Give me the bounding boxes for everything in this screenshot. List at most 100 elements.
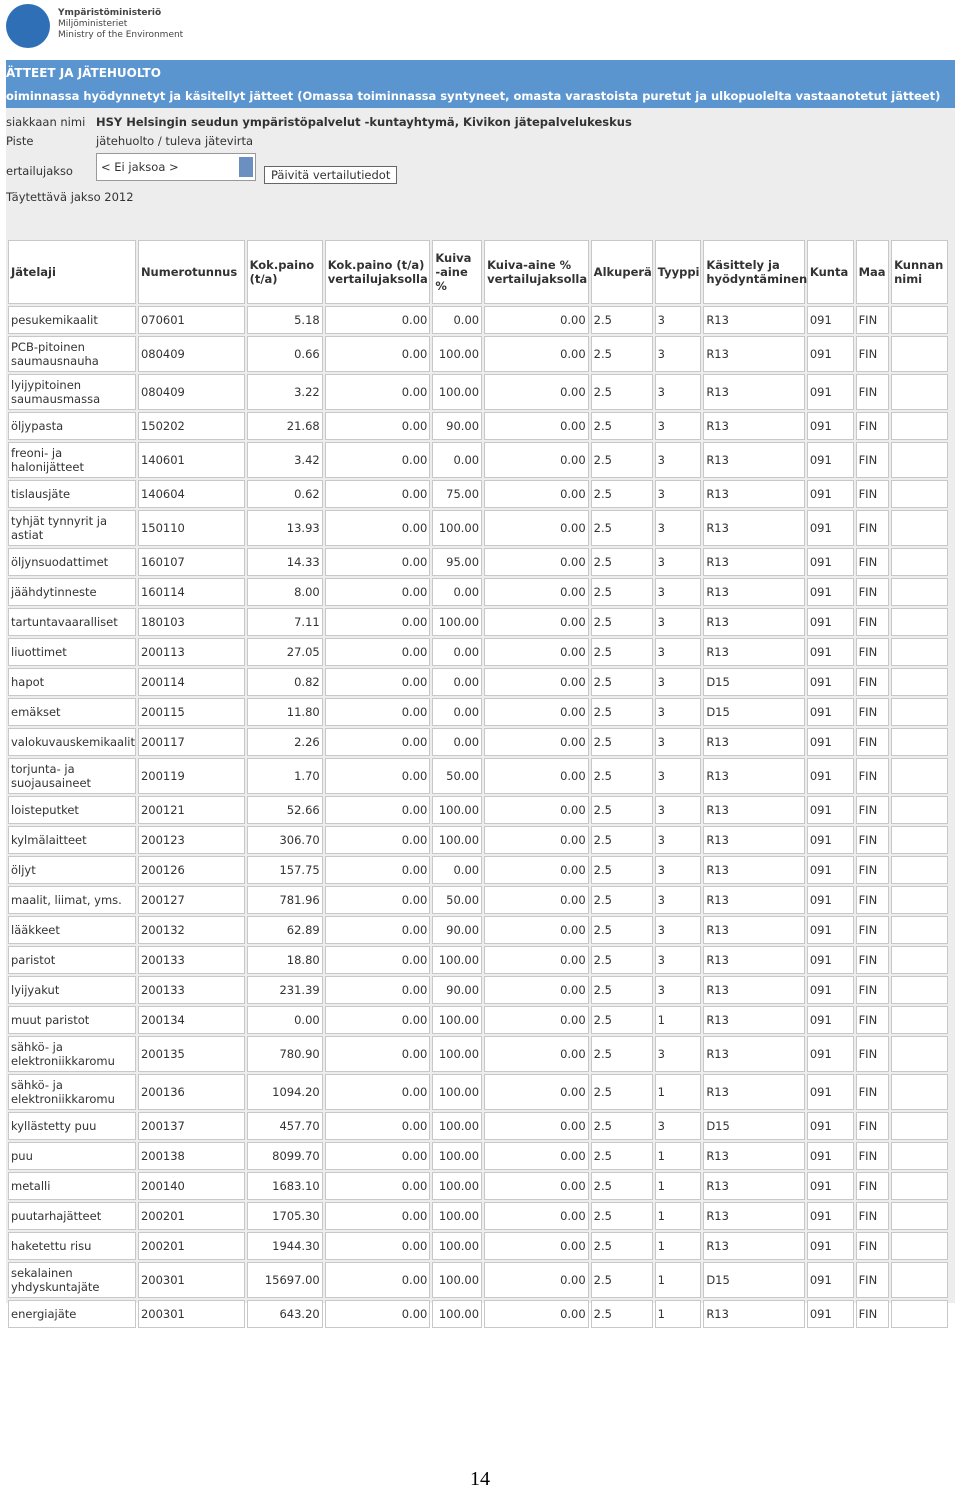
table-cell: öljynsuodattimet [8, 548, 136, 576]
table-cell: 3 [654, 608, 702, 636]
table-cell: 100.00 [432, 374, 483, 410]
table-cell: 2.5 [590, 578, 653, 606]
table-cell: sähkö- ja elektroniikkaromu [8, 1074, 136, 1110]
table-row: torjunta- ja suojausaineet 200119 1.70 0.00… [8, 758, 948, 794]
table-cell: FIN [855, 510, 890, 546]
banner-title: ÄTTEET JA JÄTEHUOLTO [6, 66, 161, 80]
table-cell: 0.00 [484, 916, 589, 944]
table-cell: 091 [806, 548, 854, 576]
table-cell [891, 510, 948, 546]
table-cell: 2.5 [590, 796, 653, 824]
table-cell: 2.5 [590, 856, 653, 884]
table-cell: R13 [703, 1172, 805, 1200]
table-cell: 100.00 [432, 1300, 483, 1328]
table-cell: lääkkeet [8, 916, 136, 944]
table-cell: 0.00 [324, 946, 431, 974]
table-cell: 90.00 [432, 916, 483, 944]
table-row: lyijypitoinen saumausmassa 080409 3.22 0.00… [8, 374, 948, 410]
logo-line: Ministry of the Environment [58, 30, 184, 40]
table-cell: 1.70 [246, 758, 323, 794]
table-cell [891, 698, 948, 726]
table-cell: 643.20 [246, 1300, 323, 1328]
table-cell: 200132 [137, 916, 245, 944]
table-cell: 0.00 [484, 976, 589, 1004]
table-cell: 3.22 [246, 374, 323, 410]
table-cell: 100.00 [432, 510, 483, 546]
table-cell: R13 [703, 336, 805, 372]
table-cell: 1 [654, 1300, 702, 1328]
table-cell: 091 [806, 1262, 854, 1298]
table-cell: 0.00 [324, 442, 431, 478]
label: Piste [6, 134, 34, 148]
table-cell: 3 [654, 374, 702, 410]
table-cell [891, 1232, 948, 1260]
page-number: 14 [470, 1468, 490, 1490]
table-cell: R13 [703, 796, 805, 824]
table-row: metalli 200140 1683.10 0.00 100.00 0.00 2.5 1 R1… [8, 1172, 948, 1200]
table-cell [891, 826, 948, 854]
table-cell: FIN [855, 638, 890, 666]
table-cell: 100.00 [432, 1074, 483, 1110]
table-cell: FIN [855, 668, 890, 696]
table-cell: 2.5 [590, 638, 653, 666]
table-cell: 3 [654, 728, 702, 756]
table-cell: FIN [855, 728, 890, 756]
table-row: tartuntavaaralliset 180103 7.11 0.00 100.00 0… [8, 608, 948, 636]
table-cell: FIN [855, 1262, 890, 1298]
table-cell: 3 [654, 548, 702, 576]
table-cell: 091 [806, 442, 854, 478]
table-cell: 0.00 [324, 374, 431, 410]
table-cell: 18.80 [246, 946, 323, 974]
table-cell: 0.00 [246, 1006, 323, 1034]
table-cell [891, 728, 948, 756]
table-cell: kyllästetty puu [8, 1112, 136, 1140]
table-cell: 2.5 [590, 1142, 653, 1170]
table-cell: 0.00 [324, 1142, 431, 1170]
table-cell: FIN [855, 698, 890, 726]
table-row: lääkkeet 200132 62.89 0.00 90.00 0.00 2.5 3 R13 0… [8, 916, 948, 944]
table-cell: 3 [654, 1036, 702, 1072]
table-cell: 2.5 [590, 1172, 653, 1200]
table-cell: 200133 [137, 976, 245, 1004]
table-cell: 091 [806, 796, 854, 824]
table-cell: 0.00 [324, 1232, 431, 1260]
table-cell: 3 [654, 758, 702, 794]
table-cell: 0.00 [324, 826, 431, 854]
table-cell: 0.00 [324, 758, 431, 794]
table-cell: FIN [855, 976, 890, 1004]
column-header: Kuiva-aine % vertailujaksolla [484, 240, 589, 304]
table-cell [891, 608, 948, 636]
table-cell: 2.5 [590, 306, 653, 334]
table-cell: 780.90 [246, 1036, 323, 1072]
logo-line: Ympäristöministeriö [58, 8, 162, 18]
update-button[interactable]: Päivitä vertailutiedot [264, 166, 398, 184]
label: siakkaan nimi [6, 115, 86, 129]
table-cell: 0.00 [324, 548, 431, 576]
table-cell: R13 [703, 412, 805, 440]
table-cell: FIN [855, 480, 890, 508]
table-cell: 0.00 [324, 796, 431, 824]
table-cell: 2.5 [590, 608, 653, 636]
table-row: energiajäte 200301 643.20 0.00 100.00 0.00 2.5… [8, 1300, 948, 1328]
table-cell: 0.00 [324, 668, 431, 696]
table-cell: 2.5 [590, 1202, 653, 1230]
table-cell [891, 1172, 948, 1200]
table-cell: 200135 [137, 1036, 245, 1072]
table-cell: 781.96 [246, 886, 323, 914]
table-cell: 0.00 [484, 1142, 589, 1170]
table-cell: 100.00 [432, 826, 483, 854]
table-cell: 0.00 [484, 1036, 589, 1072]
table-cell: 8.00 [246, 578, 323, 606]
table-cell: öljyt [8, 856, 136, 884]
table-cell: 200119 [137, 758, 245, 794]
table-cell: 091 [806, 1232, 854, 1260]
period-select[interactable]: < Ei jaksoa > [96, 153, 256, 181]
table-cell: 2.5 [590, 728, 653, 756]
table-cell: 2.5 [590, 886, 653, 914]
table-cell: 3 [654, 638, 702, 666]
logo-text: Ympäristöministeriö Miljöministeriet Min… [58, 8, 183, 41]
table-row: freoni- ja halonijätteet 140601 3.42 0.00 0.… [8, 442, 948, 478]
table-cell: 091 [806, 510, 854, 546]
table-cell: 200115 [137, 698, 245, 726]
table-cell: FIN [855, 1036, 890, 1072]
